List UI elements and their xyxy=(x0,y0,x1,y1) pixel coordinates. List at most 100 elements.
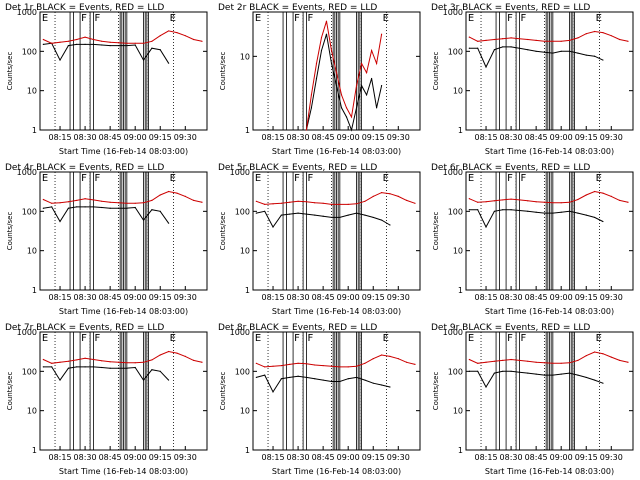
events-data-point xyxy=(101,44,103,46)
lld-series-line xyxy=(43,30,203,44)
events-data-point xyxy=(552,212,554,214)
events-data-point xyxy=(76,43,78,46)
events-data-point xyxy=(335,85,338,87)
events-data-point xyxy=(560,50,562,52)
lld-data-point xyxy=(92,38,95,41)
chart-title: Det 9r BLACK = Events, RED = LLD xyxy=(431,323,590,333)
lld-data-point xyxy=(201,361,203,363)
lld-data-point xyxy=(535,361,537,363)
chart-panel-8: Det 8r BLACK = Events, RED = LLD Counts/s… xyxy=(218,323,421,476)
events-data-point xyxy=(389,386,391,388)
events-series-line xyxy=(305,34,383,132)
events-data-point xyxy=(134,366,136,369)
y-tick-label: 10 xyxy=(453,407,463,416)
lld-data-point xyxy=(350,116,353,118)
lld-series-line xyxy=(469,351,629,364)
events-series-line xyxy=(256,210,391,228)
lld-data-point xyxy=(67,201,69,203)
lld-data-point xyxy=(305,201,308,203)
lld-data-point xyxy=(126,202,128,204)
events-data-point xyxy=(485,66,487,68)
lld-data-point xyxy=(535,201,537,203)
chart-panel-7: Det 7r BLACK = Events, RED = LLD Counts/s… xyxy=(5,323,208,476)
lld-data-point xyxy=(627,40,629,42)
events-data-point xyxy=(389,224,391,226)
events-data-point xyxy=(305,213,308,215)
y-tick-label: 10 xyxy=(240,407,250,416)
events-data-point xyxy=(297,375,299,377)
lld-data-point xyxy=(272,203,274,205)
segment-marker-e: E xyxy=(42,333,48,344)
y-axis-label: Counts/sec xyxy=(6,52,14,91)
events-data-point xyxy=(577,212,579,214)
chart-panel-4: Det 4r BLACK = Events, RED = LLD Counts/s… xyxy=(5,163,208,316)
x-tick-label: 08:15 xyxy=(475,453,498,462)
segment-marker-e: E xyxy=(596,13,602,24)
segment-marker-f: F xyxy=(507,13,513,24)
events-data-point xyxy=(372,216,374,219)
y-tick-label: 100 xyxy=(448,207,463,216)
lld-data-point xyxy=(314,364,316,366)
lld-data-point xyxy=(568,39,571,41)
x-tick-label: 09:30 xyxy=(600,133,623,142)
events-data-point xyxy=(535,50,537,52)
events-data-point xyxy=(364,379,366,381)
x-axis-label: Start Time (16-Feb-14 08:03:00) xyxy=(272,467,401,476)
events-data-point xyxy=(330,380,333,383)
events-data-point xyxy=(518,47,521,49)
events-data-point xyxy=(339,380,341,383)
lld-data-point xyxy=(389,193,391,195)
events-data-point xyxy=(51,366,53,368)
lld-data-point xyxy=(568,362,571,364)
events-data-point xyxy=(485,226,487,228)
chart-title: Det 5r BLACK = Events, RED = LLD xyxy=(218,163,377,173)
events-data-point xyxy=(264,374,266,376)
lld-data-point xyxy=(560,362,562,364)
x-tick-label: 08:15 xyxy=(49,293,72,302)
chart-title: Det 6r BLACK = Events, RED = LLD xyxy=(431,163,590,173)
events-data-point xyxy=(468,370,470,372)
x-tick-label: 09:30 xyxy=(174,293,197,302)
lld-data-point xyxy=(325,20,328,22)
lld-data-point xyxy=(109,361,111,363)
events-data-point xyxy=(355,212,358,214)
segment-marker-f: F xyxy=(307,173,313,184)
x-tick-label: 09:00 xyxy=(124,293,147,302)
y-tick-label: 1000 xyxy=(443,8,463,17)
lld-data-point xyxy=(347,203,349,206)
x-axis-label: Start Time (16-Feb-14 08:03:00) xyxy=(485,467,614,476)
y-axis-label: Counts/sec xyxy=(6,212,14,251)
x-tick-label: 09:15 xyxy=(575,293,598,302)
events-data-point xyxy=(518,371,521,373)
events-data-point xyxy=(322,379,324,381)
lld-data-point xyxy=(370,49,373,52)
lld-data-point xyxy=(485,39,487,41)
events-data-point xyxy=(577,52,579,54)
lld-series-line xyxy=(43,350,203,364)
y-tick-label: 1 xyxy=(458,286,463,295)
events-data-point xyxy=(59,220,61,223)
lld-data-point xyxy=(568,201,571,203)
chart-title: Det 3r BLACK = Events, RED = LLD xyxy=(431,3,590,13)
y-tick-label: 1000 xyxy=(17,168,37,177)
x-tick-label: 08:15 xyxy=(475,133,498,142)
lld-data-point xyxy=(134,42,136,44)
chart-panel-5: Det 5r BLACK = Events, RED = LLD Counts/s… xyxy=(218,163,421,316)
x-tick-label: 08:30 xyxy=(287,133,310,142)
y-tick-label: 1000 xyxy=(17,8,37,17)
lld-data-point xyxy=(527,200,529,202)
y-tick-label: 1 xyxy=(32,446,37,455)
lld-data-point xyxy=(380,191,383,194)
events-data-point xyxy=(543,212,546,214)
events-data-point xyxy=(142,379,145,381)
lld-data-point xyxy=(502,199,504,201)
lld-data-point xyxy=(468,36,470,38)
events-data-point xyxy=(109,367,111,369)
segment-marker-f: F xyxy=(294,333,300,344)
lld-data-point xyxy=(593,30,596,33)
lld-data-point xyxy=(330,203,333,206)
events-data-point xyxy=(142,219,145,221)
y-axis-label: Counts/sec xyxy=(432,52,440,91)
lld-data-point xyxy=(345,107,348,109)
